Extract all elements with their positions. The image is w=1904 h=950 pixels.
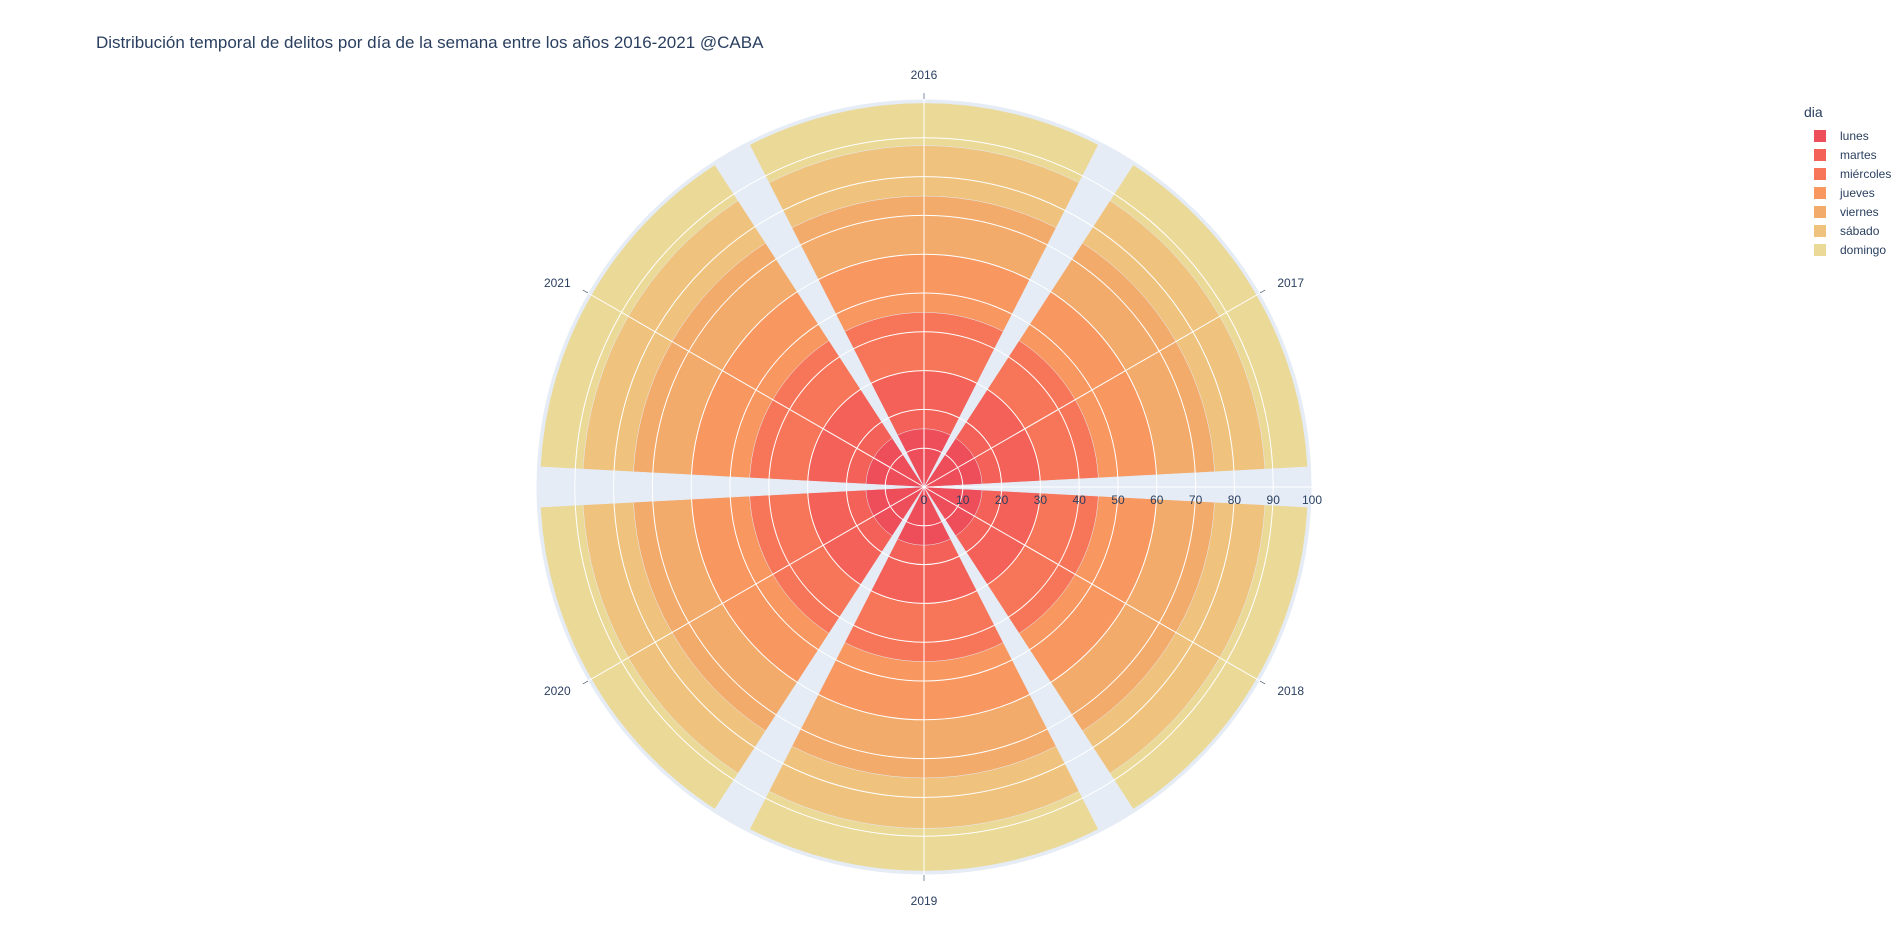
angular-label-2020: 2020 — [544, 684, 571, 698]
radial-tick-label: 10 — [956, 493, 970, 507]
angular-grid-line — [587, 292, 925, 488]
angular-label-2018: 2018 — [1277, 684, 1304, 698]
radial-tick-label: 70 — [1189, 493, 1203, 507]
radial-tick-label: 80 — [1228, 493, 1242, 507]
angular-grid-line — [923, 486, 1261, 682]
chart-title: Distribución temporal de delitos por día… — [96, 33, 764, 52]
legend-label: jueves — [1840, 185, 1875, 200]
legend-swatch — [1814, 167, 1826, 180]
legend-item-sábado[interactable]: sábado — [1804, 221, 1891, 240]
grid-layer — [535, 93, 1313, 881]
legend-label: domingo — [1840, 242, 1887, 257]
legend-item-martes[interactable]: martes — [1804, 145, 1891, 164]
legend-title: dia — [1804, 104, 1823, 120]
label-layer: 0 10 20 30 40 50 60 70 80 90 100 2016 2017 2018 2019 20… — [544, 68, 1322, 908]
legend-label: miércoles — [1840, 166, 1892, 181]
legend-item-viernes[interactable]: viernes — [1804, 202, 1891, 221]
legend-item-miércoles[interactable]: miércoles — [1804, 164, 1891, 183]
angular-label-2017: 2017 — [1277, 276, 1304, 290]
radial-tick-label: 20 — [995, 493, 1009, 507]
legend-swatch — [1814, 243, 1826, 256]
legend-label: sábado — [1840, 223, 1880, 238]
angular-tick — [1259, 680, 1266, 685]
angular-tick — [1259, 289, 1266, 294]
angular-grid-line — [923, 292, 1261, 488]
angular-label-2021: 2021 — [544, 276, 571, 290]
legend-item-domingo[interactable]: domingo — [1804, 240, 1891, 259]
legend-label: viernes — [1840, 204, 1879, 219]
radial-tick-label: 40 — [1073, 493, 1087, 507]
angular-tick — [582, 680, 589, 685]
angular-label-2019: 2019 — [911, 894, 938, 908]
radial-tick-label: 30 — [1034, 493, 1048, 507]
legend-swatch — [1814, 205, 1826, 218]
radial-tick-label: 60 — [1150, 493, 1164, 507]
legend: dia lunes martes miércoles jueves viernes sáb… — [1804, 104, 1891, 259]
legend-item-lunes[interactable]: lunes — [1804, 126, 1891, 145]
legend-label: lunes — [1840, 128, 1869, 143]
legend-swatch — [1814, 129, 1826, 142]
radial-tick-label: 90 — [1267, 493, 1281, 507]
radial-tick-label: 0 — [921, 493, 928, 507]
legend-swatch — [1814, 186, 1826, 199]
angular-tick — [582, 289, 589, 294]
angular-grid-line — [587, 486, 925, 682]
angular-label-2016: 2016 — [911, 68, 938, 82]
radial-tick-label: 50 — [1111, 493, 1125, 507]
legend-swatch — [1814, 224, 1826, 237]
legend-swatch — [1814, 148, 1826, 161]
legend-label: martes — [1840, 147, 1877, 162]
radial-tick-label: 100 — [1302, 493, 1322, 507]
legend-item-jueves[interactable]: jueves — [1804, 183, 1891, 202]
legend-items: lunes martes miércoles jueves viernes sábado d… — [1804, 126, 1891, 259]
